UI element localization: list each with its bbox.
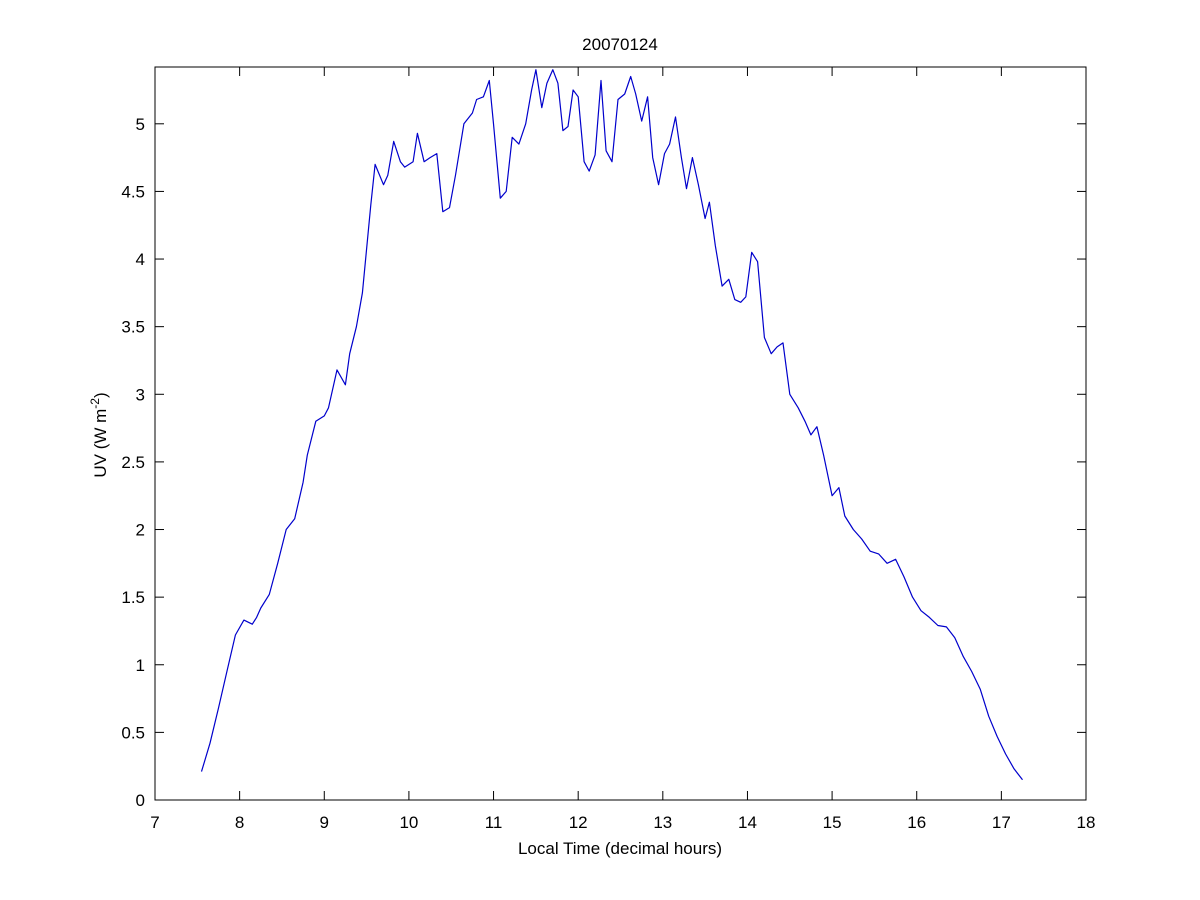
y-tick-label: 0.5 <box>121 723 145 742</box>
x-axis-title: Local Time (decimal hours) <box>518 839 722 858</box>
y-axis-title: UV (W m-2) <box>88 392 110 477</box>
y-axis: 0 0.5 1 1.5 2 2.5 3 3.5 4 4.5 5 <box>121 115 1086 810</box>
x-tick-label: 7 <box>150 813 159 832</box>
x-tick-label: 8 <box>235 813 244 832</box>
x-tick-label: 12 <box>569 813 588 832</box>
y-tick-label: 3 <box>136 385 145 404</box>
y-axis-title-close: ) <box>91 392 110 398</box>
y-tick-label: 0 <box>136 791 145 810</box>
x-tick-label: 9 <box>320 813 329 832</box>
y-axis-title-main: UV (W m <box>91 409 110 478</box>
x-tick-label: 15 <box>823 813 842 832</box>
x-tick-label: 11 <box>485 813 503 832</box>
x-tick-label: 17 <box>992 813 1011 832</box>
y-axis-title-superscript: -2 <box>88 398 102 409</box>
y-tick-label: 4.5 <box>121 182 145 201</box>
chart-title: 20070124 <box>582 35 658 54</box>
x-tick-label: 18 <box>1077 813 1096 832</box>
y-tick-label: 2 <box>136 521 145 540</box>
x-tick-label: 16 <box>907 813 926 832</box>
y-tick-label: 2.5 <box>121 453 145 472</box>
y-tick-label: 1.5 <box>121 588 145 607</box>
x-tick-label: 14 <box>738 813 757 832</box>
y-tick-label: 5 <box>136 115 145 134</box>
uv-series-line <box>200 69 1023 781</box>
y-tick-label: 4 <box>136 250 145 269</box>
x-tick-label: 10 <box>399 813 418 832</box>
series-layer <box>200 69 1023 781</box>
plot-frame <box>154 66 1087 801</box>
y-tick-label: 1 <box>136 656 145 675</box>
plot-area <box>154 66 1087 801</box>
y-tick-label: 3.5 <box>121 318 145 337</box>
x-axis: 7 8 9 10 11 12 13 14 15 16 17 18 <box>150 67 1095 832</box>
x-tick-label: 13 <box>653 813 672 832</box>
